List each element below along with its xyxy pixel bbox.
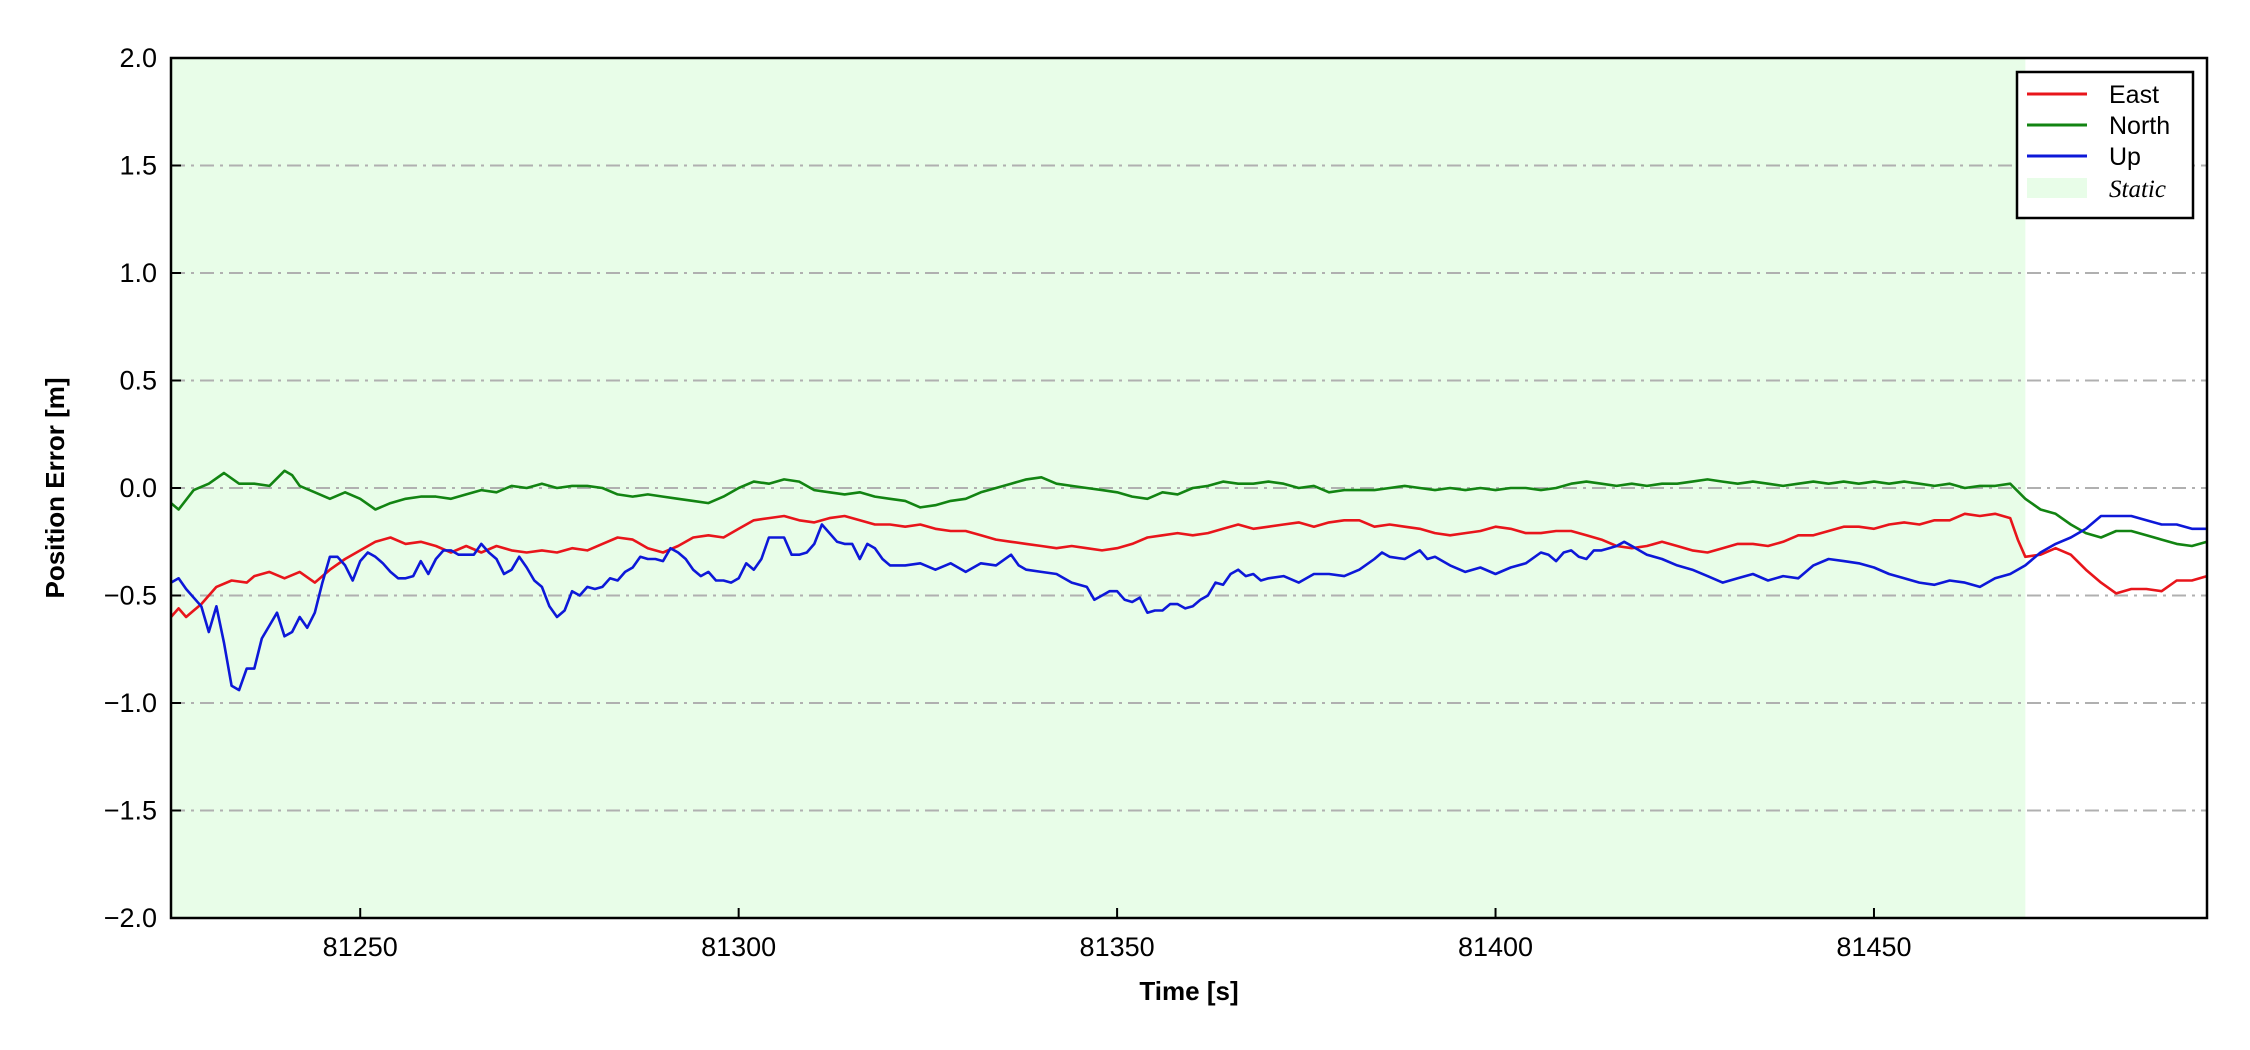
series-line-east <box>170 512 2208 619</box>
y-axis-title: Position Error [m] <box>40 377 70 598</box>
legend-label-static: Static <box>2109 176 2166 203</box>
y-tick-label: −1.0 <box>104 688 157 718</box>
series-line-up <box>170 514 2207 692</box>
legend-swatch-static <box>2027 178 2087 198</box>
y-tick-label: 0.5 <box>119 366 157 396</box>
y-tick-label: −2.0 <box>104 903 157 933</box>
y-tick-label: −1.5 <box>104 796 157 826</box>
legend-label-east: East <box>2109 81 2159 109</box>
y-tick-label: 1.0 <box>119 258 157 288</box>
x-tick-label: 81300 <box>701 932 776 962</box>
series-lines <box>170 469 2208 692</box>
y-tick-label: 0.0 <box>119 473 157 503</box>
y-tick-label: 2.0 <box>119 43 157 73</box>
y-axis: −2.0 −1.5 −1.0 −0.5 0.0 0.5 1.0 1.5 2.0 <box>104 43 181 933</box>
x-axis-title: Time [s] <box>1139 976 1238 1006</box>
x-axis: 81250 81300 81350 81400 81450 <box>323 908 1912 962</box>
legend: East North Up Static <box>2015 70 2195 220</box>
plot-area <box>169 56 2209 920</box>
x-tick-label: 81400 <box>1458 932 1533 962</box>
y-grid-lines <box>171 164 2207 812</box>
x-tick-label: 81350 <box>1080 932 1155 962</box>
legend-label-up: Up <box>2109 143 2141 171</box>
series-line-north <box>170 469 2208 548</box>
x-tick-label: 81450 <box>1836 932 1911 962</box>
x-tick-label: 81250 <box>323 932 398 962</box>
legend-label-north: North <box>2109 112 2170 140</box>
y-tick-label: 1.5 <box>119 151 157 181</box>
y-tick-label: −0.5 <box>104 581 157 611</box>
